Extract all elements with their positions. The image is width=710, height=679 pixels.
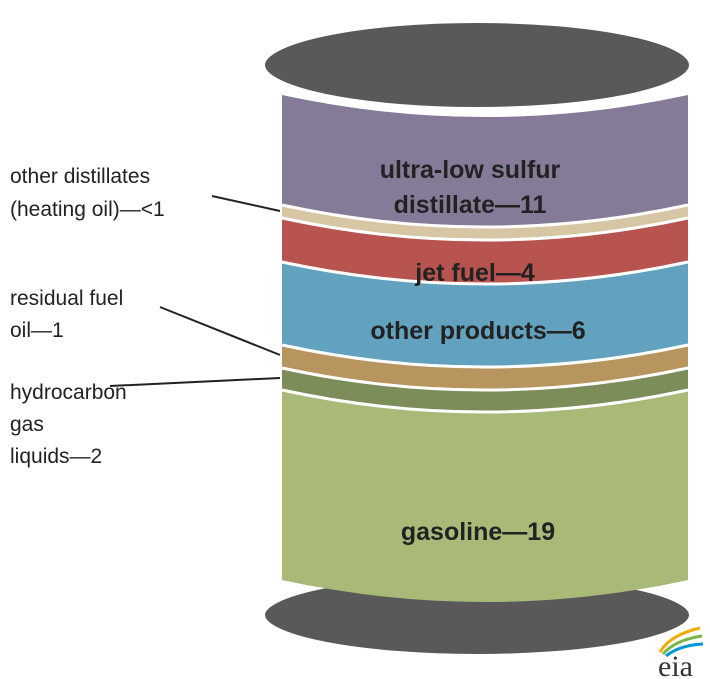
other-distillates-label: other distillates(heating oil)—<1: [10, 165, 165, 221]
jet-fuel-label: jet fuel—4: [414, 259, 535, 287]
leader-line: [212, 196, 280, 211]
logo-text: eia: [658, 650, 693, 679]
leader-line: [160, 307, 280, 355]
barrel-diagram: ultra-low sulfurdistillate—11 jet fuel—4…: [0, 0, 710, 679]
gasoline-label: gasoline—19: [401, 518, 555, 546]
other-products-label: other products—6: [370, 317, 585, 345]
barrel-top: [262, 20, 692, 110]
leader-line: [110, 378, 280, 386]
